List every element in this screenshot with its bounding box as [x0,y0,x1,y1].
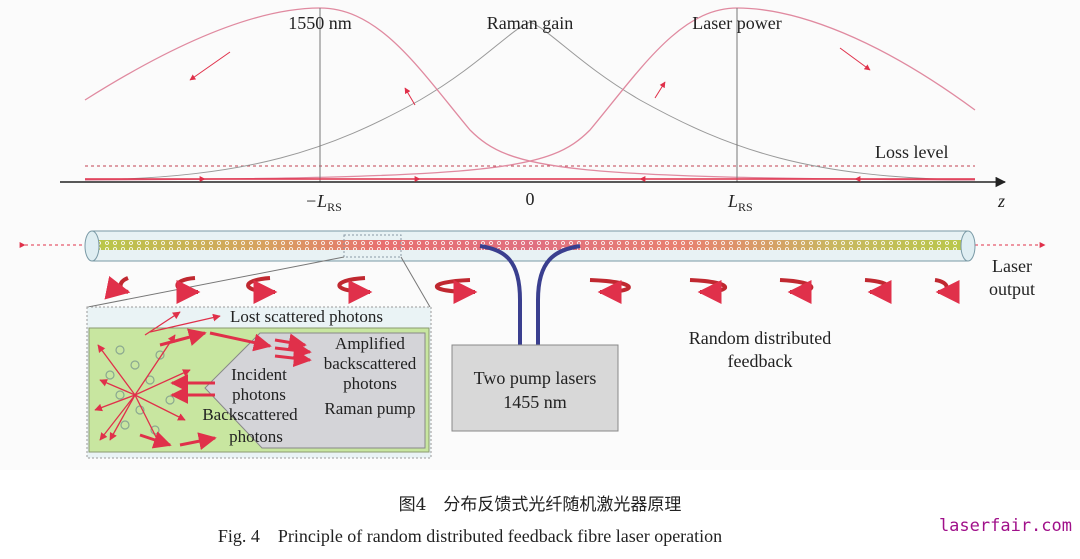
amplified-label-3: photons [343,374,397,393]
pump-wavelength: 1455 nm [503,392,567,412]
feedback-label-2: feedback [728,351,793,371]
pump-fibre [479,244,522,400]
incident-label: Incident [231,365,287,384]
laser-power-curve [84,7,976,181]
pump-label: Two pump lasers [474,368,597,388]
inset-magnified: Lost scattered photons Amplified backsca… [86,306,432,459]
lost-photons-label: Lost scattered photons [230,307,383,326]
feedback-label: Random distributed [689,328,832,348]
amplified-label-2: backscattered [324,354,417,373]
label-1550nm: 1550 nm [288,13,352,33]
z-label: z [997,191,1005,211]
caption-english: Fig. 4 Principle of random distributed f… [217,526,723,546]
arrow-icon [404,87,416,106]
pump-lasers-box [451,344,619,432]
label-raman-gain: Raman gain [487,13,573,33]
amplified-label: Amplified [335,334,405,353]
caption-chinese: 图4 分布反馈式光纤随机激光器原理 [398,495,682,515]
fibre [84,230,976,262]
label-loss-level: Loss level [875,142,949,162]
arrow-icon [189,51,231,81]
label-laser-power: Laser power [692,13,781,33]
signal-1550-curve [84,7,976,181]
feedback-arrows [104,275,960,304]
raman-gain-curve [84,21,976,181]
laser-output-label: Laser [992,256,1032,276]
watermark: laserfair.com [938,516,1072,536]
laser-output-label-2: output [989,279,1035,299]
incident-label-2: photons [232,385,286,404]
tick-zero: 0 [526,189,535,209]
diagram: 1550 nm Raman gain Laser power Loss leve… [19,7,1046,459]
arrow-icon [839,47,871,71]
tick-lrs: LRS [727,191,753,214]
pump-fibre [536,244,581,400]
tick-neg-lrs: −LRS [305,191,342,214]
raman-pump-label: Raman pump [324,399,415,418]
backscattered-label: Backscattered [202,405,298,424]
backscattered-label-2: photons [229,427,283,446]
arrow-icon [654,81,666,99]
